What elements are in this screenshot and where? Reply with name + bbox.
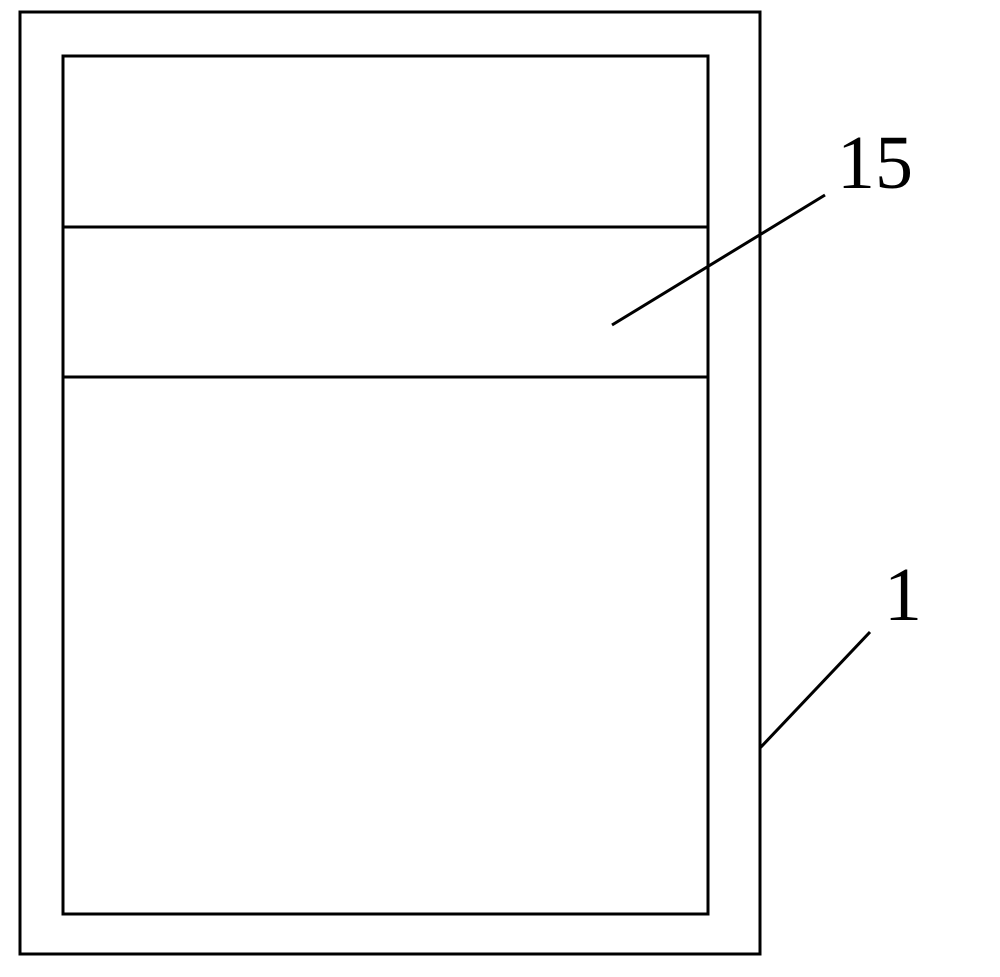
outer-frame-rect [20, 12, 760, 954]
technical-diagram: 15 1 [0, 0, 1000, 972]
leader-line-1 [760, 632, 870, 748]
leader-line-15 [612, 195, 825, 325]
label-15: 15 [837, 120, 913, 207]
label-1: 1 [884, 552, 922, 639]
inner-frame-rect [63, 56, 708, 914]
